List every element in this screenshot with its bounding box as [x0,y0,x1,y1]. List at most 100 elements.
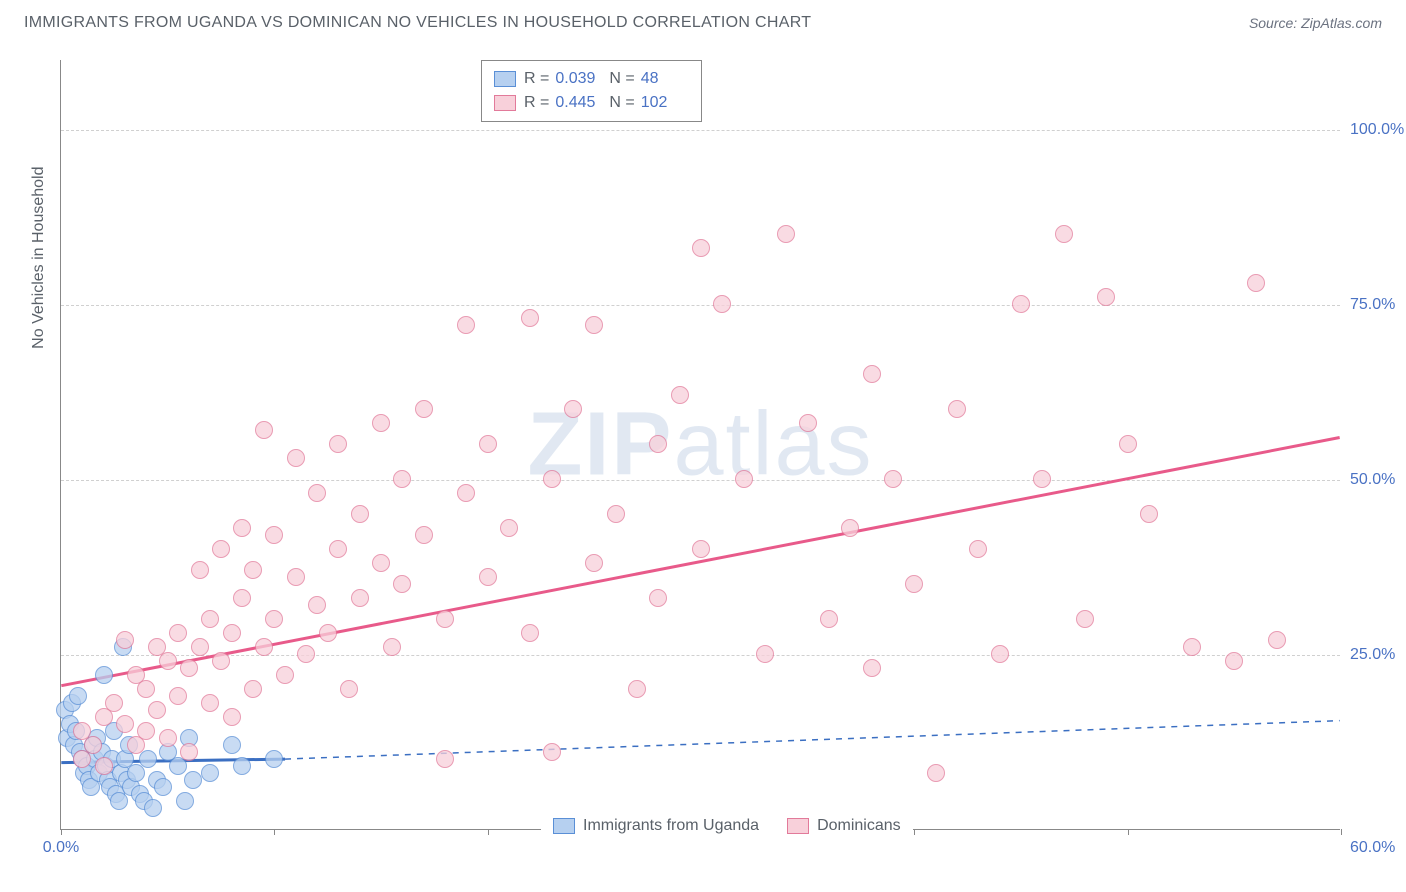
data-point [287,449,305,467]
y-tick-label: 75.0% [1350,296,1406,314]
data-point [144,799,162,817]
legend-stats-text: R =0.039N =48 [524,67,689,91]
data-point [233,519,251,537]
data-point [308,484,326,502]
data-point [948,400,966,418]
data-point [415,526,433,544]
data-point [255,421,273,439]
data-point [820,610,838,628]
data-point [393,575,411,593]
series-legend: Immigrants from UgandaDominicans [541,813,913,839]
data-point [159,729,177,747]
legend-swatch [494,71,516,87]
data-point [276,666,294,684]
data-point [1033,470,1051,488]
legend-label: Dominicans [817,817,901,835]
data-point [233,757,251,775]
data-point [116,631,134,649]
title-bar: IMMIGRANTS FROM UGANDA VS DOMINICAN NO V… [0,0,1406,40]
stats-legend-row: R =0.445N =102 [494,91,689,115]
data-point [607,505,625,523]
x-tick [1341,829,1342,835]
data-point [436,610,454,628]
series-legend-item: Dominicans [787,817,901,835]
data-point [191,561,209,579]
data-point [176,792,194,810]
data-point [244,561,262,579]
data-point [201,610,219,628]
data-point [692,239,710,257]
data-point [863,365,881,383]
data-point [393,470,411,488]
x-tick-label: 60.0% [1350,839,1406,857]
data-point [137,680,155,698]
data-point [169,624,187,642]
data-point [287,568,305,586]
x-tick [1128,829,1129,835]
data-point [169,687,187,705]
x-tick [61,829,62,835]
legend-swatch [494,95,516,111]
data-point [1119,435,1137,453]
data-point [372,554,390,572]
data-point [265,750,283,768]
data-point [69,687,87,705]
data-point [201,694,219,712]
data-point [244,680,262,698]
y-tick-label: 100.0% [1350,121,1406,139]
data-point [351,589,369,607]
data-point [255,638,273,656]
data-point [479,568,497,586]
data-point [969,540,987,558]
x-tick-label: 0.0% [43,839,79,857]
data-point [180,743,198,761]
data-point [148,701,166,719]
data-point [777,225,795,243]
data-point [340,680,358,698]
data-point [329,435,347,453]
data-point [319,624,337,642]
data-point [841,519,859,537]
data-point [415,400,433,418]
data-point [297,645,315,663]
data-point [884,470,902,488]
data-point [212,540,230,558]
data-point [223,736,241,754]
data-point [95,757,113,775]
data-point [139,750,157,768]
source-label: Source: ZipAtlas.com [1249,15,1382,31]
legend-swatch [553,818,575,834]
data-point [1247,274,1265,292]
data-point [105,694,123,712]
data-point [927,764,945,782]
data-point [372,414,390,432]
stats-legend-row: R =0.039N =48 [494,67,689,91]
data-point [1225,652,1243,670]
data-point [84,736,102,754]
data-point [1012,295,1030,313]
data-point [351,505,369,523]
data-point [329,540,347,558]
data-point [649,435,667,453]
data-point [671,386,689,404]
data-point [1183,638,1201,656]
data-point [137,722,155,740]
data-point [180,659,198,677]
data-point [1055,225,1073,243]
x-tick [488,829,489,835]
data-point [265,610,283,628]
chart-plot-area: ZIPatlas 25.0%50.0%75.0%100.0%0.0%60.0%R… [60,60,1340,830]
data-point [436,750,454,768]
data-point [223,624,241,642]
y-axis-label: No Vehicles in Household [30,166,48,348]
data-point [116,715,134,733]
data-point [735,470,753,488]
data-point [201,764,219,782]
data-point [521,624,539,642]
data-point [127,764,145,782]
data-point [713,295,731,313]
data-point [265,526,283,544]
data-point [863,659,881,677]
trend-lines-layer [61,60,1340,829]
data-point [521,309,539,327]
